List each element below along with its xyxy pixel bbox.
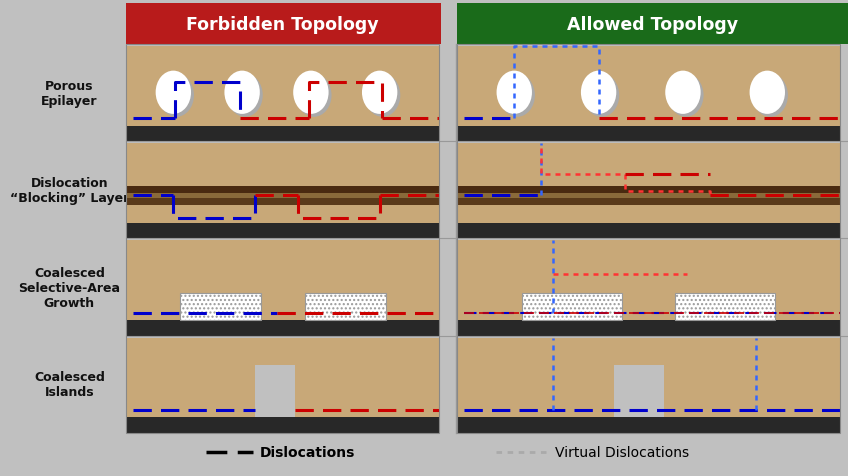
Text: Allowed Topology: Allowed Topology <box>566 16 738 34</box>
Ellipse shape <box>362 71 398 115</box>
Ellipse shape <box>584 74 619 118</box>
Bar <box>457 187 840 194</box>
Bar <box>457 241 840 336</box>
Polygon shape <box>664 261 825 320</box>
Bar <box>126 127 439 142</box>
Polygon shape <box>472 261 633 320</box>
Bar <box>457 4 848 45</box>
Text: Dislocation
“Blocking” Layer: Dislocation “Blocking” Layer <box>10 177 129 205</box>
Text: Porous
Epilayer: Porous Epilayer <box>42 79 98 108</box>
Bar <box>126 320 439 336</box>
Polygon shape <box>139 261 271 320</box>
Bar <box>126 194 439 199</box>
Bar <box>126 4 441 45</box>
Bar <box>675 294 775 320</box>
Bar <box>126 338 439 433</box>
Ellipse shape <box>159 74 194 118</box>
Bar <box>126 187 439 194</box>
Ellipse shape <box>665 71 700 115</box>
Ellipse shape <box>499 74 535 118</box>
Text: Coalesced
Islands: Coalesced Islands <box>34 370 105 398</box>
Bar <box>126 417 439 433</box>
Text: Virtual Dislocations: Virtual Dislocations <box>555 446 689 459</box>
Text: Coalesced
Selective-Area
Growth: Coalesced Selective-Area Growth <box>19 266 120 309</box>
Bar <box>457 127 840 142</box>
Bar <box>522 294 622 320</box>
Bar <box>14 433 848 472</box>
Polygon shape <box>139 261 271 320</box>
Ellipse shape <box>668 74 704 118</box>
Ellipse shape <box>752 74 788 118</box>
Bar <box>126 199 439 206</box>
Ellipse shape <box>225 71 259 115</box>
Bar <box>614 365 664 417</box>
Bar <box>457 194 840 199</box>
Polygon shape <box>292 341 427 417</box>
Text: Dislocations: Dislocations <box>260 446 355 459</box>
Polygon shape <box>472 261 633 320</box>
Bar <box>126 144 439 239</box>
Polygon shape <box>295 261 427 320</box>
Polygon shape <box>457 341 622 417</box>
Polygon shape <box>295 261 427 320</box>
Bar <box>457 338 840 433</box>
Bar <box>457 199 840 206</box>
Bar <box>304 294 386 320</box>
Bar <box>126 241 439 336</box>
Ellipse shape <box>750 71 785 115</box>
Ellipse shape <box>581 71 616 115</box>
Ellipse shape <box>497 71 532 115</box>
Bar <box>457 320 840 336</box>
Polygon shape <box>664 261 825 320</box>
Ellipse shape <box>365 74 400 118</box>
Bar <box>457 47 840 142</box>
Polygon shape <box>660 341 825 417</box>
Text: Forbidden Topology: Forbidden Topology <box>187 16 379 34</box>
Bar <box>457 144 840 239</box>
Ellipse shape <box>156 71 191 115</box>
Bar <box>126 223 439 239</box>
Bar <box>457 45 840 433</box>
Ellipse shape <box>227 74 263 118</box>
Bar <box>126 47 439 142</box>
Ellipse shape <box>293 71 328 115</box>
Bar <box>180 294 261 320</box>
Bar <box>457 223 840 239</box>
Bar <box>254 365 295 417</box>
Bar <box>457 417 840 433</box>
Polygon shape <box>126 341 261 417</box>
Ellipse shape <box>296 74 332 118</box>
Bar <box>126 45 439 433</box>
